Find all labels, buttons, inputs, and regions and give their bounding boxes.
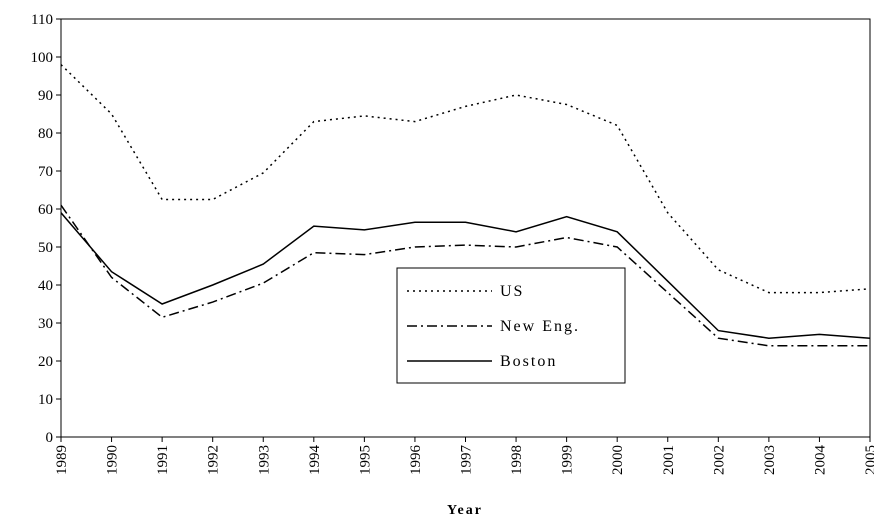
- y-tick-label: 0: [46, 430, 54, 446]
- x-tick-label: 1996: [408, 445, 424, 476]
- series-line: [60, 64, 871, 294]
- series-line: [60, 204, 870, 347]
- y-tick-label: 60: [38, 202, 53, 218]
- y-tick-label: 10: [38, 392, 53, 408]
- y-tick-label: 80: [38, 126, 53, 142]
- legend: US New Eng. Boston: [396, 267, 626, 384]
- y-tick-label: 30: [38, 316, 53, 332]
- x-tick-label: 1993: [256, 445, 272, 475]
- x-tick-label: 1995: [357, 445, 373, 475]
- x-tick-label: 2003: [762, 445, 778, 475]
- x-tick-label: 2004: [812, 445, 828, 476]
- x-axis-title: Year: [447, 503, 483, 518]
- series-line: [60, 212, 871, 339]
- y-tick-label: 100: [31, 50, 54, 66]
- legend-label: New Eng.: [500, 318, 580, 335]
- x-tick-label: 2002: [711, 445, 727, 475]
- x-tick-label: 1991: [155, 445, 171, 475]
- y-tick-label: 40: [38, 278, 53, 294]
- x-tick-label: 2001: [661, 445, 677, 475]
- x-tick-label: 1994: [307, 445, 323, 476]
- x-tick-label: 1999: [560, 445, 576, 475]
- y-tick-label: 50: [38, 240, 53, 256]
- y-tick-label: 90: [38, 88, 53, 104]
- y-tick-label: 20: [38, 354, 53, 370]
- legend-label: US: [500, 283, 524, 300]
- x-tick-label: 1992: [206, 445, 222, 475]
- legend-label: Boston: [500, 353, 557, 370]
- x-tick-label: 2000: [610, 445, 626, 475]
- y-tick-label: 110: [31, 12, 53, 28]
- x-tick-label: 2005: [863, 445, 874, 475]
- x-tick-label: 1990: [105, 445, 121, 475]
- x-tick-label: 1989: [54, 445, 70, 475]
- x-tick-label: 1997: [459, 445, 475, 476]
- x-tick-label: 1998: [509, 445, 525, 475]
- y-tick-label: 70: [38, 164, 53, 180]
